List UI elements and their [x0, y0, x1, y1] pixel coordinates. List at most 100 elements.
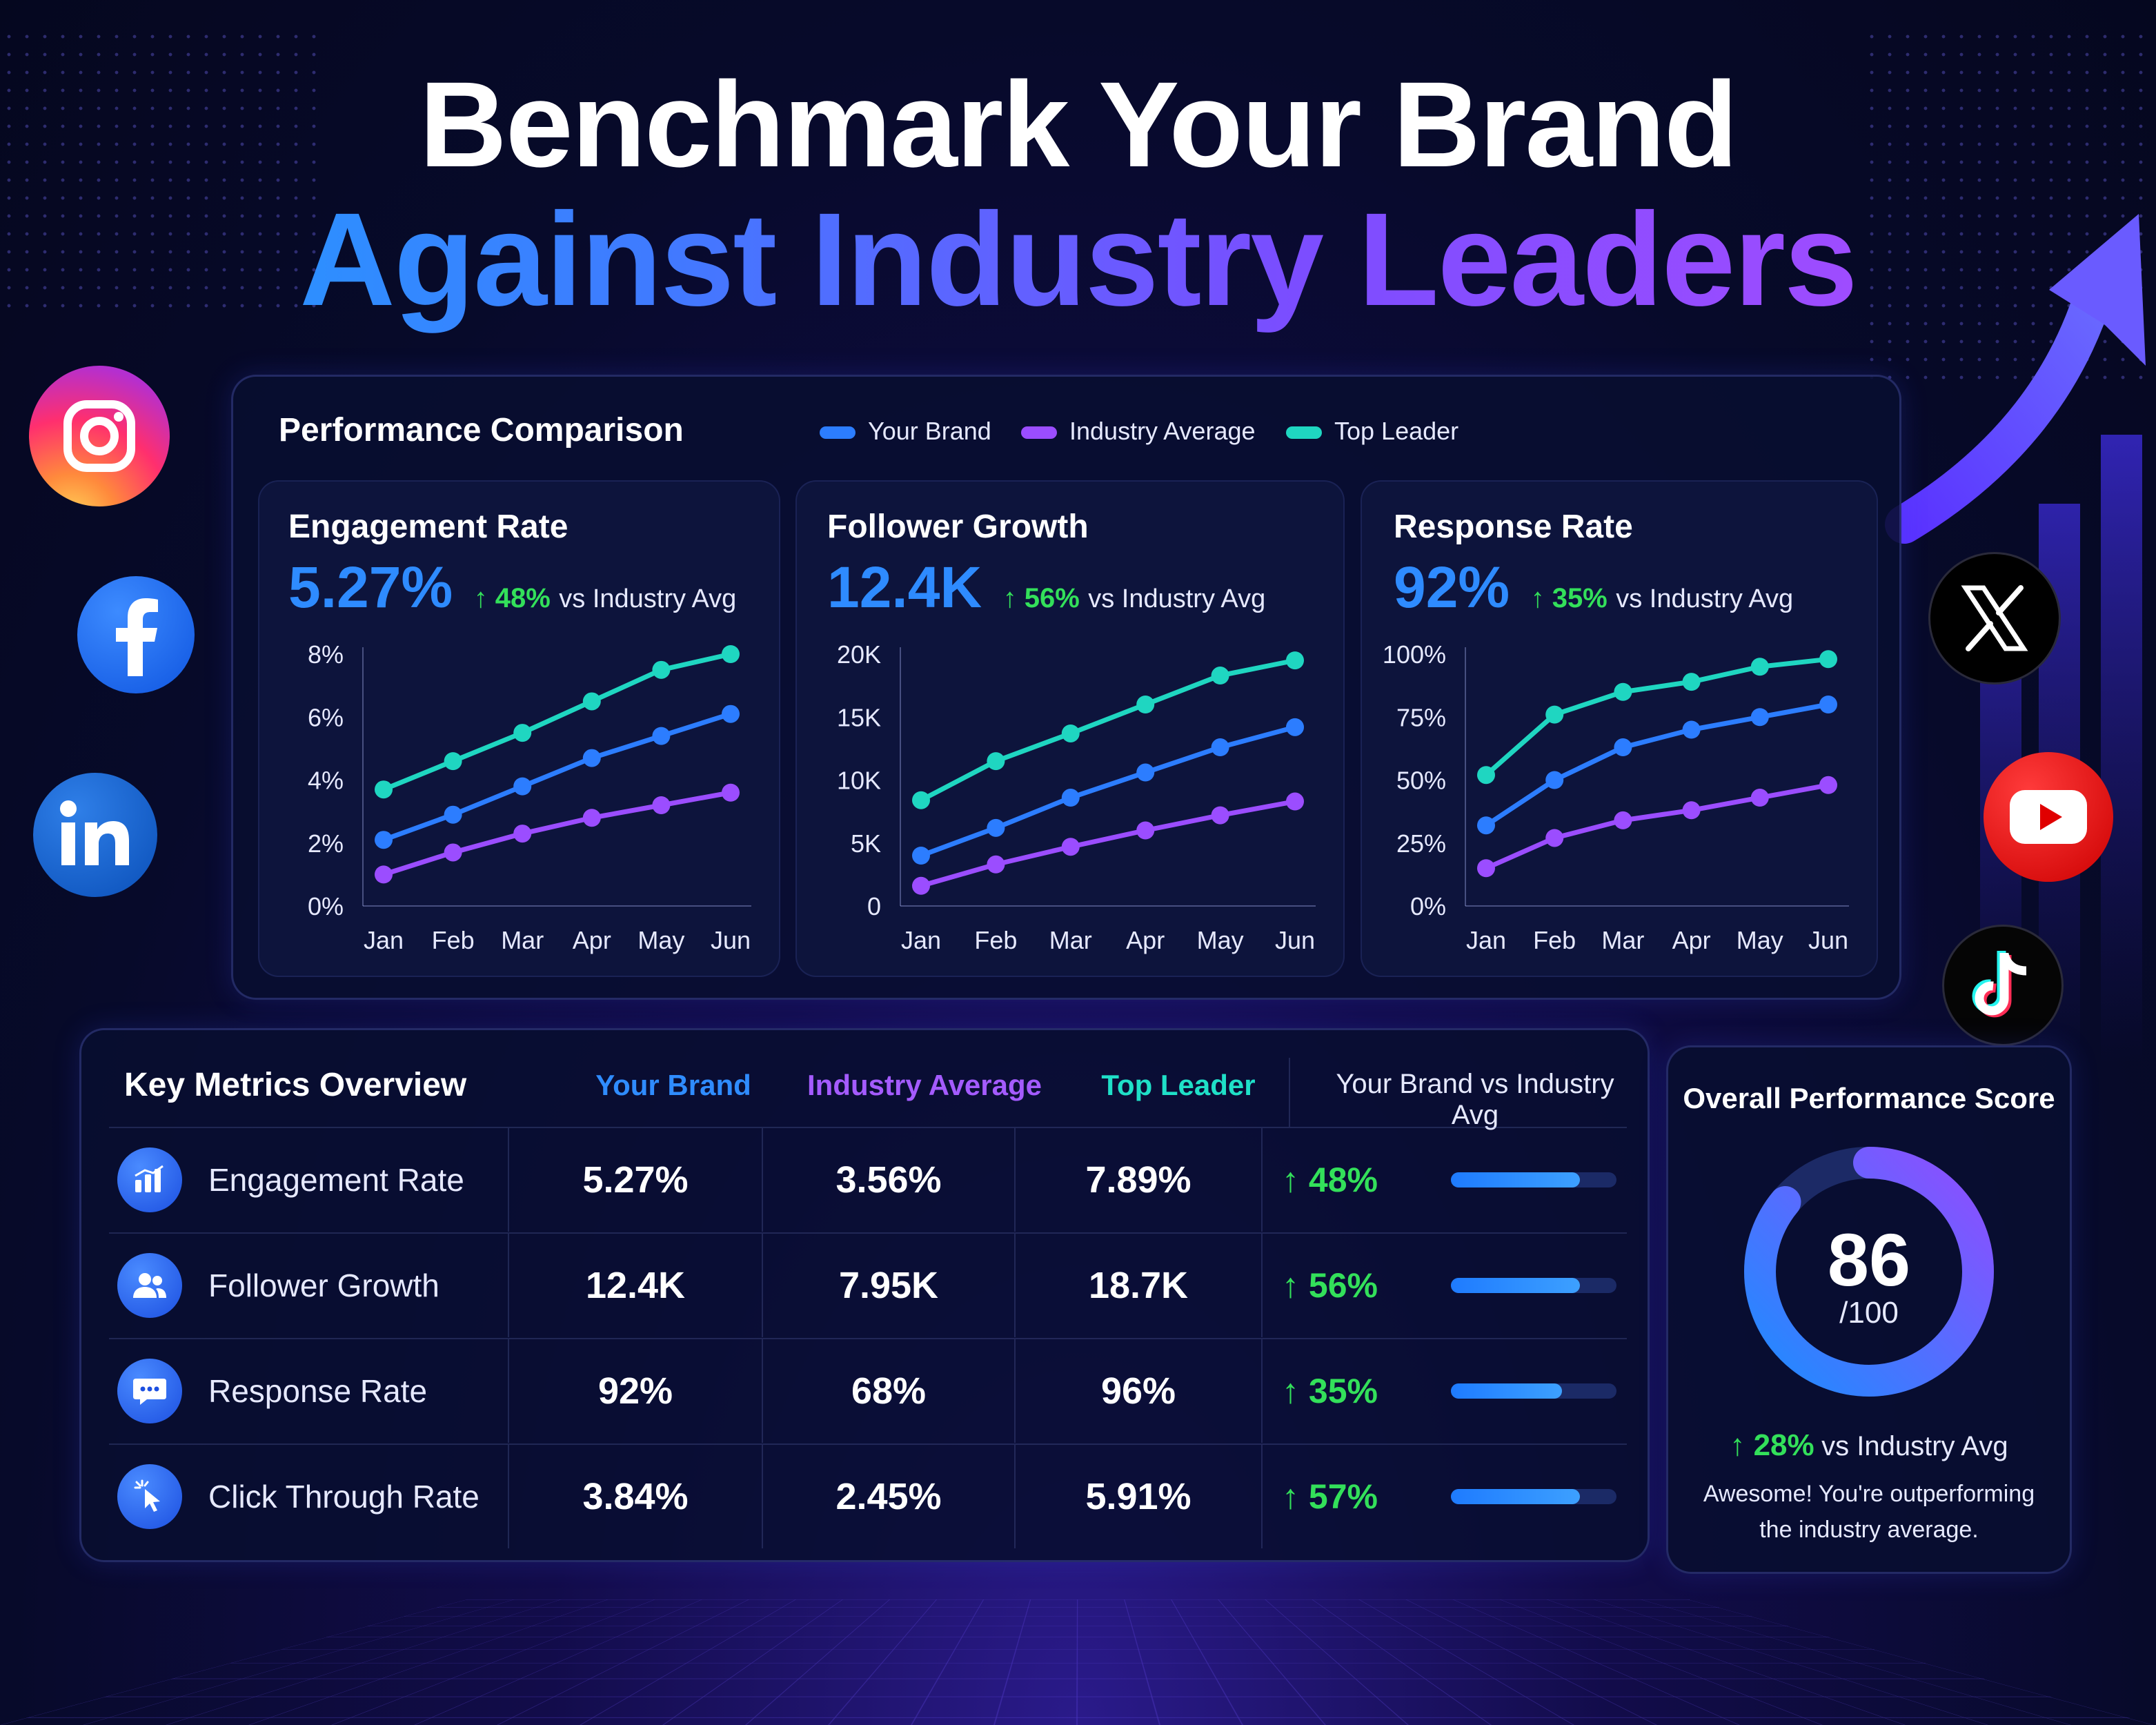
data-point-industry-average	[513, 825, 532, 843]
x-tick-label: Mar	[1601, 926, 1644, 954]
chart-title: Follower Growth	[827, 509, 1089, 545]
data-point-your-brand	[375, 831, 393, 849]
data-point-top-leader	[1750, 658, 1769, 676]
data-point-your-brand	[1682, 720, 1701, 739]
y-tick-label: 0%	[1410, 892, 1446, 920]
chart-delta-note: vs Industry Avg	[1616, 584, 1794, 613]
x-tick-label: May	[1197, 926, 1244, 954]
metrics-title: Key Metrics Overview	[124, 1067, 467, 1103]
metric-value-your-brand: 12.4K	[585, 1265, 686, 1306]
col-header-your-brand: Your Brand	[595, 1069, 751, 1101]
dot-pattern-left	[0, 28, 317, 317]
column-divider	[1289, 1058, 1290, 1127]
legend-swatch-top-leader	[1286, 426, 1322, 440]
chart-delta-note: vs Industry Avg	[559, 584, 737, 613]
data-point-industry-average	[1750, 789, 1769, 807]
y-tick-label: 25%	[1396, 829, 1446, 858]
metric-value-your-brand: 3.84%	[582, 1476, 689, 1517]
score-delta: ↑ 28%	[1730, 1428, 1814, 1462]
column-divider	[508, 1128, 509, 1232]
data-point-your-brand	[582, 749, 601, 767]
data-point-top-leader	[582, 692, 601, 711]
data-point-your-brand	[1286, 718, 1304, 736]
score-out-of: /100	[1839, 1296, 1899, 1330]
series-line-industry-average	[1483, 782, 1831, 871]
metric-delta: ↑ 48%	[1282, 1161, 1378, 1199]
data-point-your-brand	[1211, 738, 1229, 757]
metric-value-top-leader: 7.89%	[1085, 1159, 1191, 1201]
y-tick-label: 50%	[1396, 767, 1446, 795]
table-row: Response Rate 92% 68% 96% ↑ 35%	[109, 1338, 1627, 1443]
metric-delta: ↑ 56%	[1282, 1266, 1378, 1305]
comparison-bar-fill	[1451, 1278, 1581, 1293]
column-divider	[1261, 1128, 1263, 1232]
data-point-top-leader	[652, 660, 671, 679]
data-point-top-leader	[1477, 766, 1495, 785]
score-value: 86	[1827, 1218, 1911, 1301]
data-point-your-brand	[1750, 708, 1769, 727]
series-line-your-brand	[1483, 702, 1831, 828]
series-line-top-leader	[381, 651, 733, 792]
column-divider	[1014, 1445, 1016, 1548]
legend-swatch-your-brand	[820, 426, 856, 440]
data-point-your-brand	[444, 805, 462, 824]
headline-line-1: Benchmark Your Brand	[419, 57, 1739, 193]
score-delta-row: ↑ 28% vs Industry Avg	[1668, 1428, 2070, 1463]
x-tick-label: Jun	[1275, 926, 1315, 954]
chart-delta: ↑ 48%	[473, 583, 551, 613]
comparison-bar	[1451, 1278, 1616, 1293]
chat-icon	[117, 1359, 182, 1423]
x-tick-label: Feb	[974, 926, 1017, 954]
data-point-your-brand	[1061, 789, 1080, 807]
x-tick-label: Apr	[573, 926, 611, 954]
column-divider	[508, 1339, 509, 1443]
data-point-industry-average	[444, 843, 462, 862]
metric-value-industry-average: 7.95K	[838, 1265, 939, 1306]
youtube-icon	[1984, 752, 2113, 882]
x-tick-label: Jan	[364, 926, 404, 954]
col-header-vs-industry: Your Brand vs Industry Avg	[1336, 1069, 1614, 1130]
col-header-top-leader: Top Leader	[1101, 1069, 1256, 1101]
metric-delta-cell: ↑ 56%	[1282, 1234, 1420, 1337]
data-point-top-leader	[912, 791, 930, 809]
x-tick-label: Apr	[1126, 926, 1165, 954]
comparison-bar-fill	[1451, 1489, 1581, 1504]
comparison-bar	[1451, 1172, 1616, 1187]
chart-card-follower-growth: Follower Growth 12.4K ↑ 56% vs Industry …	[795, 480, 1345, 977]
column-divider	[762, 1128, 763, 1232]
x-tick-label: Feb	[432, 926, 475, 954]
table-row: Engagement Rate 5.27% 3.56% 7.89% ↑ 48%	[109, 1127, 1627, 1232]
chart-headline-value: 92%	[1394, 555, 1510, 620]
linkedin-icon	[33, 773, 157, 897]
comparison-bar	[1451, 1383, 1616, 1399]
legend-swatch-industry-average	[1021, 426, 1057, 440]
data-point-industry-average	[1682, 801, 1701, 820]
y-tick-label: 15K	[837, 703, 881, 731]
metric-name-cell: Engagement Rate	[117, 1128, 504, 1232]
data-point-top-leader	[1061, 724, 1080, 742]
metric-name: Follower Growth	[208, 1268, 439, 1303]
instagram-icon	[29, 366, 170, 506]
data-point-your-brand	[652, 727, 671, 745]
metric-delta-cell: ↑ 57%	[1282, 1445, 1420, 1548]
bar-chart-icon	[117, 1147, 182, 1212]
column-divider	[762, 1445, 763, 1548]
data-point-industry-average	[722, 783, 740, 802]
y-tick-label: 75%	[1396, 703, 1446, 731]
data-point-top-leader	[722, 645, 740, 663]
score-panel: Overall Performance Score 86 /100 ↑ 28% …	[1666, 1045, 2072, 1574]
metric-value-top-leader: 96%	[1100, 1370, 1176, 1412]
metric-delta-cell: ↑ 35%	[1282, 1339, 1420, 1443]
score-delta-note: vs Industry Avg	[1821, 1431, 2008, 1461]
y-tick-label: 4%	[308, 767, 344, 795]
data-point-top-leader	[444, 752, 462, 771]
score-title: Overall Performance Score	[1683, 1082, 2055, 1114]
metric-name: Click Through Rate	[208, 1479, 479, 1515]
y-tick-label: 0	[867, 892, 881, 920]
chart-card-response-rate: Response Rate 92% ↑ 35% vs Industry Avg …	[1361, 480, 1878, 977]
chart-delta: ↑ 35%	[1530, 583, 1608, 613]
column-divider	[1014, 1128, 1016, 1232]
data-point-top-leader	[1211, 667, 1229, 685]
data-point-your-brand	[513, 777, 532, 796]
metric-delta-cell: ↑ 48%	[1282, 1128, 1420, 1232]
